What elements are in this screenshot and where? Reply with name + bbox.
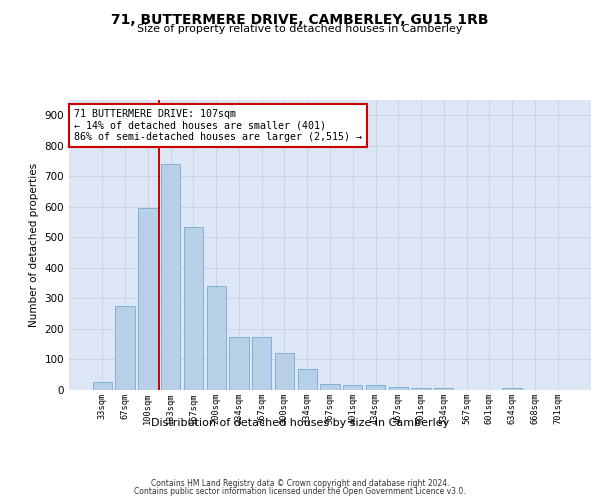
Bar <box>275 354 294 390</box>
Bar <box>320 384 340 390</box>
Bar <box>434 388 454 390</box>
Bar <box>252 336 271 390</box>
Bar <box>184 226 203 390</box>
Text: 71 BUTTERMERE DRIVE: 107sqm
← 14% of detached houses are smaller (401)
86% of se: 71 BUTTERMERE DRIVE: 107sqm ← 14% of det… <box>74 108 362 142</box>
Bar <box>161 164 181 390</box>
Text: Contains public sector information licensed under the Open Government Licence v3: Contains public sector information licen… <box>134 487 466 496</box>
Bar <box>298 368 317 390</box>
Bar <box>206 286 226 390</box>
Bar <box>138 208 158 390</box>
Text: Contains HM Land Registry data © Crown copyright and database right 2024.: Contains HM Land Registry data © Crown c… <box>151 478 449 488</box>
Bar <box>115 306 135 390</box>
Bar <box>229 336 248 390</box>
Bar <box>502 388 522 390</box>
Text: Distribution of detached houses by size in Camberley: Distribution of detached houses by size … <box>151 418 449 428</box>
Text: 71, BUTTERMERE DRIVE, CAMBERLEY, GU15 1RB: 71, BUTTERMERE DRIVE, CAMBERLEY, GU15 1R… <box>111 12 489 26</box>
Bar <box>343 386 362 390</box>
Y-axis label: Number of detached properties: Number of detached properties <box>29 163 39 327</box>
Bar <box>366 386 385 390</box>
Text: Size of property relative to detached houses in Camberley: Size of property relative to detached ho… <box>137 24 463 34</box>
Bar <box>412 388 431 390</box>
Bar <box>389 387 408 390</box>
Bar <box>93 382 112 390</box>
